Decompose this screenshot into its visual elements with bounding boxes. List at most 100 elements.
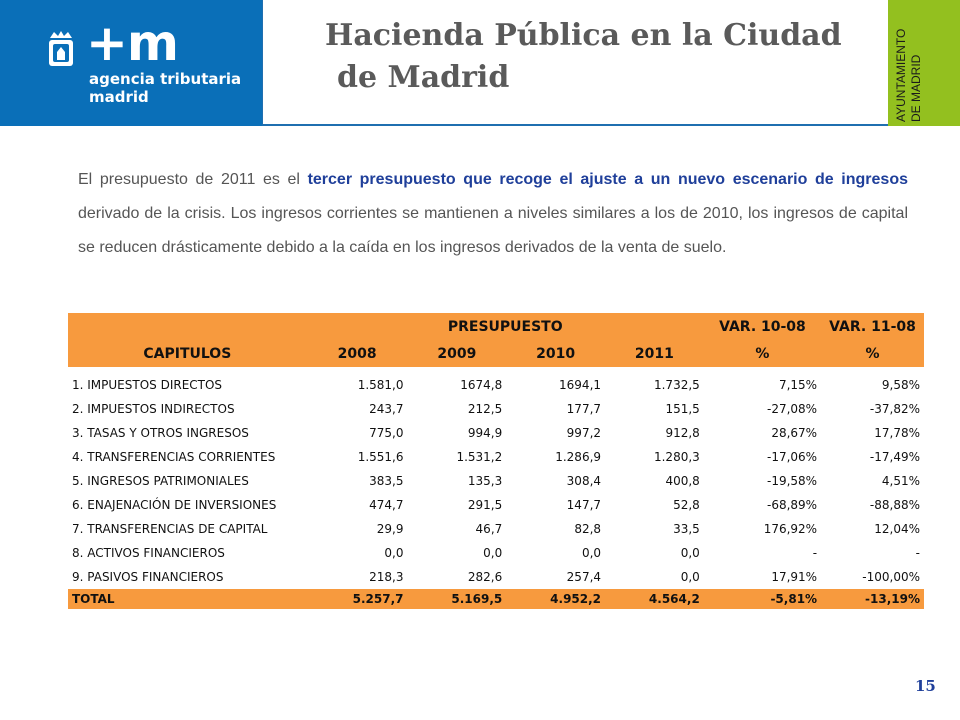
- cell-2008: 0,0: [384, 546, 404, 560]
- cell-capitulo: 3. TASAS Y OTROS INGRESOS: [72, 426, 249, 440]
- cell-2008: 474,7: [369, 498, 404, 512]
- cell-var-10-08: -17,06%: [766, 450, 818, 464]
- cell-2010: 177,7: [566, 402, 602, 416]
- cell-2009: 212,5: [467, 402, 503, 416]
- cell-2010: 308,4: [566, 474, 602, 488]
- cell-2011: 1.280,3: [653, 450, 700, 464]
- cell-2009: 1.531,2: [456, 450, 503, 464]
- cell-2008: 1.551,6: [357, 450, 404, 464]
- cell-var-11-08: 12,04%: [874, 522, 920, 536]
- table-column-header-row: CAPITULOS 2008 2009 2010 2011 % %: [68, 340, 924, 367]
- intro-paragraph: El presupuesto de 2011 es el tercer pres…: [78, 163, 908, 265]
- table-row: 5. INGRESOS PATRIMONIALES 383,5 135,3 308,4…: [68, 469, 924, 493]
- header-empty-cell: [68, 313, 307, 340]
- cell-2011: 52,8: [673, 498, 700, 512]
- cell-var-11-08: 4,51%: [881, 474, 920, 488]
- cell-2011: 0,0: [680, 570, 700, 584]
- total-var-11-08: -13,19%: [821, 589, 924, 609]
- cell-2009: 46,7: [475, 522, 503, 536]
- cell-capitulo: 1. IMPUESTOS DIRECTOS: [72, 378, 223, 392]
- cell-capitulo: 4. TRANSFERENCIAS CORRIENTES: [72, 450, 276, 464]
- title-banner: Hacienda Pública en la Ciudad de Madrid: [262, 0, 888, 126]
- header-2011: 2011: [634, 345, 674, 362]
- header-2008: 2008: [337, 345, 377, 362]
- cell-capitulo: 8. ACTIVOS FINANCIEROS: [72, 546, 225, 560]
- budget-table: PRESUPUESTO VAR. 10-08 VAR. 11-08 CAPITU…: [68, 313, 924, 609]
- cell-var-11-08: -88,88%: [869, 498, 920, 512]
- header-capitulos: CAPITULOS: [143, 345, 232, 362]
- page-title-line1: Hacienda Pública en la Ciudad: [325, 18, 842, 53]
- header-2009: 2009: [437, 345, 477, 362]
- header-var-10-08: VAR. 10-08: [719, 318, 806, 335]
- cell-2009: 0,0: [483, 546, 503, 560]
- cell-2010: 147,7: [566, 498, 602, 512]
- cell-var-10-08: -19,58%: [766, 474, 818, 488]
- cell-2008: 775,0: [369, 426, 404, 440]
- header-2010: 2010: [536, 345, 576, 362]
- cell-2011: 33,5: [673, 522, 700, 536]
- cell-2008: 243,7: [369, 402, 404, 416]
- ayuntamiento-label: AYUNTAMIENTO DE MADRID: [894, 28, 923, 122]
- cell-2011: 912,8: [665, 426, 700, 440]
- table-total-row: TOTAL 5.257,7 5.169,5 4.952,2 4.564,2 -5…: [68, 589, 924, 609]
- table-row: 9. PASIVOS FINANCIEROS 218,3 282,6 257,4 0,0…: [68, 565, 924, 589]
- cell-2010: 0,0: [581, 546, 602, 560]
- cell-2008: 1.581,0: [357, 378, 404, 392]
- header-pct-1: %: [755, 345, 770, 362]
- cell-var-10-08: 176,92%: [763, 522, 818, 536]
- cell-capitulo: 5. INGRESOS PATRIMONIALES: [72, 474, 249, 488]
- page-title-line2: de Madrid: [337, 60, 510, 95]
- cell-2010: 997,2: [566, 426, 602, 440]
- table-row: 3. TASAS Y OTROS INGRESOS 775,0 994,9 997,2…: [68, 421, 924, 445]
- logo-mark: +m: [86, 14, 179, 72]
- table-row: 8. ACTIVOS FINANCIEROS 0,0 0,0 0,0 0,0 - -: [68, 541, 924, 565]
- cell-2011: 1.732,5: [653, 378, 700, 392]
- logo-text-city: madrid: [89, 88, 149, 106]
- cell-2009: 1674,8: [460, 378, 503, 392]
- cell-var-11-08: -17,49%: [869, 450, 920, 464]
- cell-capitulo: 2. IMPUESTOS INDIRECTOS: [72, 402, 235, 416]
- cell-2008: 29,9: [376, 522, 404, 536]
- cell-capitulo: 6. ENAJENACIÓN DE INVERSIONES: [72, 498, 277, 512]
- header-pct-2: %: [865, 345, 880, 362]
- cell-var-11-08: 9,58%: [881, 378, 920, 392]
- cell-capitulo: 7. TRANSFERENCIAS DE CAPITAL: [72, 522, 268, 536]
- cell-var-10-08: -: [812, 546, 818, 560]
- logo-text-agency: agencia tributaria: [89, 70, 242, 88]
- total-label: TOTAL: [68, 589, 307, 609]
- page-number: 15: [915, 677, 936, 695]
- paragraph-text-2: derivado de la crisis. Los ingresos corr…: [78, 205, 908, 256]
- cell-2010: 257,4: [566, 570, 602, 584]
- cell-var-11-08: -100,00%: [862, 570, 920, 584]
- cell-2008: 218,3: [369, 570, 404, 584]
- cell-var-11-08: 17,78%: [874, 426, 920, 440]
- cell-2010: 82,8: [574, 522, 602, 536]
- cell-2010: 1694,1: [559, 378, 602, 392]
- cell-2011: 0,0: [680, 546, 700, 560]
- ayuntamiento-badge: AYUNTAMIENTO DE MADRID: [888, 0, 960, 126]
- total-2010: 4.952,2: [506, 589, 606, 609]
- cell-var-10-08: -68,89%: [766, 498, 818, 512]
- cell-var-11-08: -37,82%: [869, 402, 920, 416]
- cell-2009: 291,5: [467, 498, 503, 512]
- cell-2010: 1.286,9: [555, 450, 602, 464]
- paragraph-text-1: El presupuesto de 2011 es el: [78, 171, 308, 188]
- total-2009: 5.169,5: [407, 589, 507, 609]
- cell-2009: 135,3: [467, 474, 503, 488]
- table-row: 2. IMPUESTOS INDIRECTOS 243,7 212,5 177,7 15…: [68, 397, 924, 421]
- cell-2011: 400,8: [665, 474, 700, 488]
- paragraph-highlight: tercer presupuesto que recoge el ajuste …: [307, 171, 908, 188]
- total-2011: 4.564,2: [605, 589, 704, 609]
- cell-var-11-08: -: [915, 546, 920, 560]
- header-presupuesto: PRESUPUESTO: [447, 318, 563, 335]
- table-row: 6. ENAJENACIÓN DE INVERSIONES 474,7 291,5 1…: [68, 493, 924, 517]
- cell-var-10-08: 17,91%: [771, 570, 818, 584]
- agency-logo: +m agencia tributaria madrid: [0, 0, 262, 126]
- table-group-header-row: PRESUPUESTO VAR. 10-08 VAR. 11-08: [68, 313, 924, 340]
- cell-2009: 282,6: [467, 570, 503, 584]
- table-row: 7. TRANSFERENCIAS DE CAPITAL 29,9 46,7 82,8…: [68, 517, 924, 541]
- total-var-10-08: -5,81%: [703, 589, 822, 609]
- cell-var-10-08: -27,08%: [766, 402, 818, 416]
- cell-var-10-08: 7,15%: [778, 378, 818, 392]
- cell-var-10-08: 28,67%: [771, 426, 818, 440]
